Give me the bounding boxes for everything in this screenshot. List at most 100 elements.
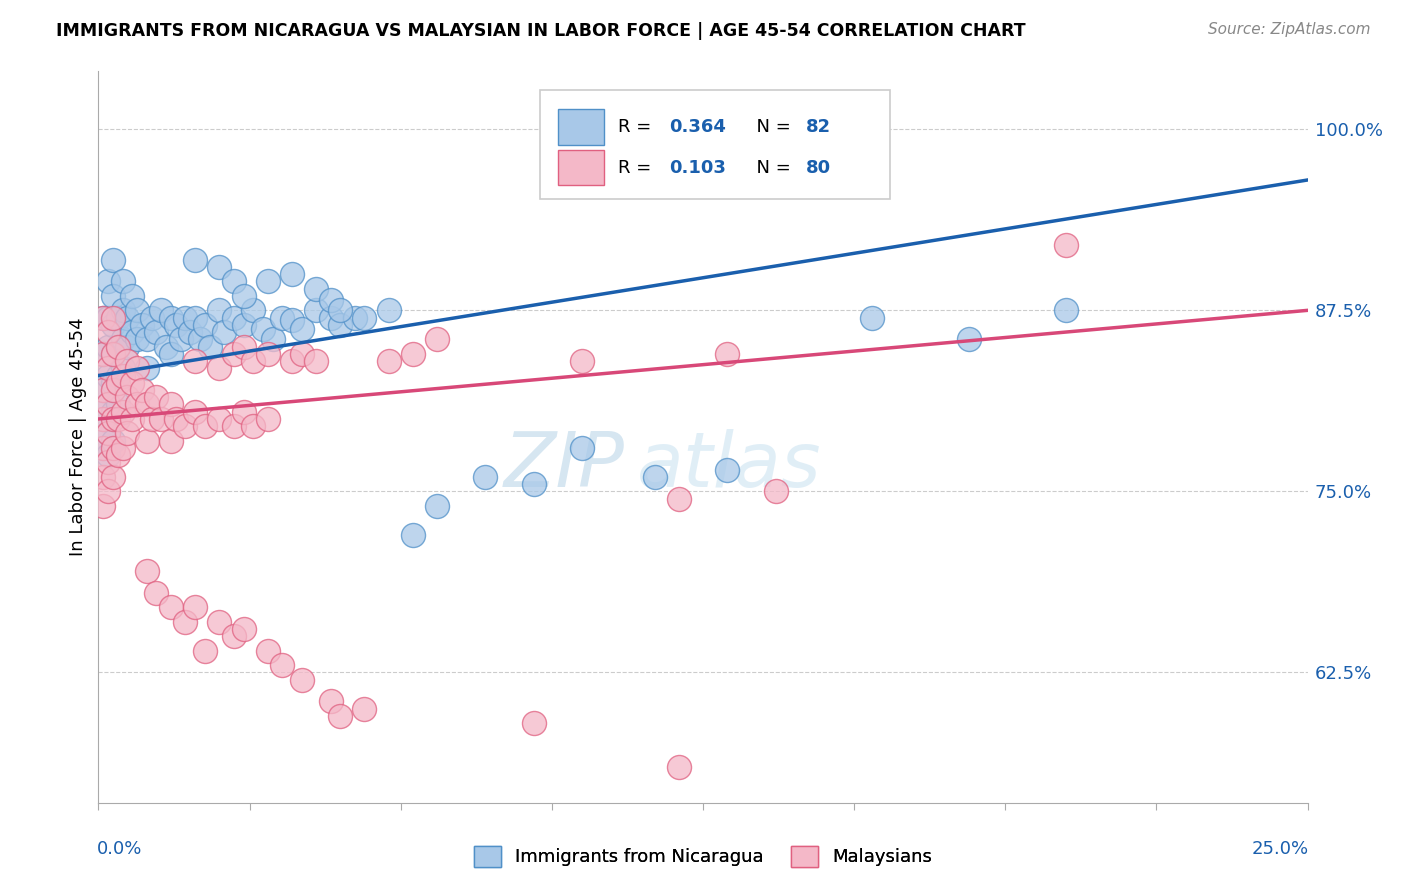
- Text: N =: N =: [745, 118, 797, 136]
- Point: [91, 470, 114, 484]
- Point: [107, 340, 129, 354]
- Point: [232, 340, 254, 354]
- Point: [169, 332, 191, 346]
- Text: Source: ZipAtlas.com: Source: ZipAtlas.com: [1208, 22, 1371, 37]
- Point: [353, 310, 375, 325]
- Point: [101, 347, 124, 361]
- Point: [127, 361, 149, 376]
- Point: [242, 354, 264, 368]
- Point: [91, 412, 114, 426]
- Point: [208, 361, 231, 376]
- Point: [101, 252, 124, 267]
- Point: [91, 347, 114, 361]
- Point: [97, 397, 120, 411]
- Point: [121, 289, 143, 303]
- Point: [127, 332, 149, 346]
- Point: [111, 303, 134, 318]
- Point: [184, 354, 207, 368]
- FancyBboxPatch shape: [558, 110, 603, 145]
- Point: [184, 405, 207, 419]
- Point: [117, 390, 139, 404]
- Point: [523, 716, 546, 731]
- Point: [319, 310, 342, 325]
- Point: [101, 383, 124, 397]
- Point: [91, 347, 114, 361]
- Point: [97, 397, 120, 411]
- Point: [198, 340, 221, 354]
- Point: [107, 448, 129, 462]
- Point: [319, 694, 342, 708]
- Point: [290, 673, 312, 687]
- Point: [117, 340, 139, 354]
- Y-axis label: In Labor Force | Age 45-54: In Labor Force | Age 45-54: [69, 318, 87, 557]
- Point: [107, 368, 129, 383]
- Point: [101, 412, 124, 426]
- Point: [571, 441, 593, 455]
- Point: [208, 303, 231, 318]
- Point: [91, 383, 114, 397]
- FancyBboxPatch shape: [558, 151, 603, 186]
- Point: [174, 310, 197, 325]
- Point: [107, 340, 129, 354]
- Legend: Immigrants from Nicaragua, Malaysians: Immigrants from Nicaragua, Malaysians: [474, 847, 932, 867]
- Point: [716, 463, 738, 477]
- Point: [184, 600, 207, 615]
- Text: 80: 80: [806, 159, 831, 177]
- Point: [131, 318, 153, 332]
- Point: [222, 629, 245, 643]
- Point: [121, 376, 143, 390]
- Text: N =: N =: [745, 159, 797, 177]
- Point: [208, 260, 231, 274]
- Point: [377, 354, 399, 368]
- Point: [184, 252, 207, 267]
- Point: [165, 318, 187, 332]
- Point: [141, 412, 163, 426]
- Point: [101, 441, 124, 455]
- Point: [222, 310, 245, 325]
- Point: [957, 332, 980, 346]
- Point: [208, 615, 231, 629]
- Text: R =: R =: [619, 159, 658, 177]
- Point: [145, 586, 167, 600]
- Point: [474, 470, 496, 484]
- Point: [194, 419, 217, 434]
- Point: [208, 412, 231, 426]
- Point: [222, 347, 245, 361]
- Point: [101, 470, 124, 484]
- Point: [91, 310, 114, 325]
- Point: [160, 397, 183, 411]
- Point: [160, 600, 183, 615]
- Point: [262, 332, 284, 346]
- Point: [1054, 238, 1077, 252]
- Point: [271, 310, 294, 325]
- Point: [668, 759, 690, 773]
- Point: [117, 354, 139, 368]
- Point: [271, 658, 294, 673]
- Point: [1054, 303, 1077, 318]
- Point: [135, 397, 157, 411]
- Point: [668, 491, 690, 506]
- Point: [91, 310, 114, 325]
- Point: [107, 376, 129, 390]
- Point: [150, 303, 173, 318]
- Point: [97, 325, 120, 339]
- Point: [232, 622, 254, 636]
- Point: [91, 441, 114, 455]
- Point: [135, 361, 157, 376]
- Point: [107, 412, 129, 426]
- Point: [256, 412, 278, 426]
- Point: [97, 426, 120, 441]
- Point: [160, 434, 183, 448]
- Point: [91, 412, 114, 426]
- Point: [101, 405, 124, 419]
- Point: [101, 434, 124, 448]
- Point: [377, 303, 399, 318]
- Text: 0.0%: 0.0%: [97, 840, 142, 858]
- Point: [402, 347, 425, 361]
- Point: [111, 361, 134, 376]
- Point: [111, 332, 134, 346]
- Point: [131, 383, 153, 397]
- Point: [256, 644, 278, 658]
- Text: atlas: atlas: [637, 429, 821, 503]
- Point: [97, 448, 120, 462]
